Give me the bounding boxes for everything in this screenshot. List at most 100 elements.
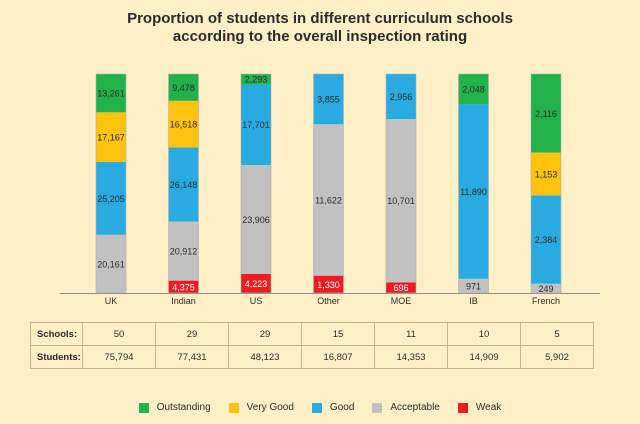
schools-cell: 15 bbox=[301, 322, 375, 346]
bar-segment-weak bbox=[313, 275, 344, 293]
bar-segment-outstanding bbox=[458, 74, 489, 105]
data-label: 11,890 bbox=[460, 187, 487, 197]
bar-outline bbox=[95, 73, 127, 294]
bar-segment-very-good bbox=[531, 152, 561, 196]
bar-segment-outstanding bbox=[241, 74, 271, 85]
legend-label: Weak bbox=[475, 402, 502, 413]
bar-segment-good bbox=[313, 74, 344, 125]
bar-segment-weak bbox=[168, 280, 199, 293]
bar-outline bbox=[530, 73, 562, 294]
data-label: 17,701 bbox=[242, 120, 270, 130]
data-label: 26,148 bbox=[170, 180, 198, 190]
legend-swatch bbox=[228, 402, 239, 413]
students-cell: 75,794 bbox=[82, 345, 156, 369]
bar-segment-acceptable bbox=[313, 124, 344, 276]
stats-table: Schools: 50 29 29 15 11 10 5 Students: 7… bbox=[30, 322, 594, 369]
data-label: 971 bbox=[466, 281, 481, 291]
legend-label: Acceptable bbox=[390, 402, 440, 413]
bar-segment-weak bbox=[386, 282, 416, 293]
data-label: 249 bbox=[538, 284, 553, 294]
legend-item-very-good: Very Good bbox=[228, 402, 294, 413]
bar-outline bbox=[313, 73, 344, 294]
bar-segment-outstanding bbox=[96, 74, 126, 113]
x-tick-label: US bbox=[250, 296, 263, 306]
data-label: 13,261 bbox=[97, 89, 125, 99]
legend-item-acceptable: Acceptable bbox=[372, 402, 440, 413]
bar-segment-good bbox=[168, 147, 199, 222]
students-row: Students: 75,794 77,431 48,123 16,807 14… bbox=[30, 345, 594, 369]
schools-cell: 10 bbox=[447, 322, 521, 346]
schools-row-label: Schools: bbox=[30, 322, 83, 346]
bar-segment-outstanding bbox=[531, 74, 561, 153]
bar-segment-acceptable bbox=[386, 119, 416, 283]
schools-cell: 29 bbox=[228, 322, 302, 346]
bar-segment-good bbox=[96, 161, 126, 235]
bar-outline bbox=[240, 73, 272, 294]
data-label: 4,223 bbox=[245, 279, 268, 289]
bar-segment-outstanding bbox=[168, 74, 199, 101]
data-label: 1,330 bbox=[317, 280, 340, 290]
x-tick-label: UK bbox=[105, 296, 118, 306]
students-row-label: Students: bbox=[30, 345, 83, 369]
bar-segment-good bbox=[241, 84, 271, 165]
legend-label: Good bbox=[329, 402, 355, 413]
bar-segment-good bbox=[458, 104, 489, 279]
schools-cell: 29 bbox=[155, 322, 229, 346]
data-label: 2,384 bbox=[535, 235, 558, 245]
bar-segment-acceptable bbox=[531, 283, 561, 293]
data-label: 4,375 bbox=[172, 282, 195, 292]
data-label: 23,906 bbox=[242, 215, 270, 225]
bar-segment-good bbox=[386, 74, 416, 120]
schools-cell: 50 bbox=[82, 322, 156, 346]
bar-segment-good bbox=[531, 195, 561, 284]
students-cell: 14,353 bbox=[374, 345, 448, 369]
data-label: 2,956 bbox=[390, 92, 413, 102]
bar-segment-very-good bbox=[168, 100, 199, 148]
legend-swatch bbox=[311, 402, 322, 413]
data-label: 2,293 bbox=[245, 75, 268, 85]
chart-title-line-2: according to the overall inspection rati… bbox=[172, 28, 468, 45]
bar-outline bbox=[168, 73, 199, 294]
students-cell: 16,807 bbox=[301, 345, 375, 369]
x-tick-label: Other bbox=[317, 296, 340, 306]
bar-segment-acceptable bbox=[458, 278, 489, 293]
schools-cell: 5 bbox=[520, 322, 594, 346]
data-label: 17,167 bbox=[97, 133, 125, 143]
data-label: 696 bbox=[393, 283, 408, 293]
bar-segment-acceptable bbox=[96, 234, 126, 293]
legend-item-good: Good bbox=[311, 402, 355, 413]
data-label: 9,478 bbox=[172, 83, 195, 93]
data-label: 1,153 bbox=[535, 169, 558, 179]
data-label: 25,205 bbox=[97, 194, 125, 204]
legend-swatch bbox=[138, 402, 149, 413]
bar-outline bbox=[385, 73, 417, 294]
bar-outline bbox=[458, 73, 489, 294]
data-label: 16,518 bbox=[170, 120, 198, 130]
data-label: 20,912 bbox=[170, 247, 198, 257]
chart-title-line-1: Proportion of students in different curr… bbox=[127, 10, 513, 27]
schools-row: Schools: 50 29 29 15 11 10 5 bbox=[30, 322, 594, 346]
data-label: 2,048 bbox=[462, 85, 485, 95]
x-tick-label: French bbox=[532, 296, 560, 306]
stacked-bar-chart: 20,161 25,205 17,167 13,261 UK 4,375 20,912 26,… bbox=[60, 73, 600, 306]
legend-item-outstanding: Outstanding bbox=[138, 402, 211, 413]
students-cell: 48,123 bbox=[228, 345, 302, 369]
students-cell: 5,902 bbox=[520, 345, 594, 369]
data-label: 11,622 bbox=[315, 195, 342, 205]
x-tick-label: IB bbox=[469, 296, 478, 306]
bar-segment-acceptable bbox=[241, 164, 271, 274]
chart-title: Proportion of students in different curr… bbox=[0, 10, 640, 46]
data-label: 10,701 bbox=[387, 196, 415, 206]
x-tick-label: MOE bbox=[391, 296, 412, 306]
legend-swatch bbox=[457, 402, 468, 413]
legend-swatch bbox=[372, 402, 383, 413]
legend-label: Outstanding bbox=[156, 402, 211, 413]
data-label: 3,855 bbox=[317, 95, 340, 105]
students-cell: 77,431 bbox=[155, 345, 229, 369]
bar-segment-acceptable bbox=[168, 221, 199, 281]
bar-segment-weak bbox=[241, 273, 271, 293]
legend-label: Very Good bbox=[246, 402, 294, 413]
legend-item-weak: Weak bbox=[457, 402, 502, 413]
schools-cell: 11 bbox=[374, 322, 448, 346]
data-label: 20,161 bbox=[97, 259, 125, 269]
